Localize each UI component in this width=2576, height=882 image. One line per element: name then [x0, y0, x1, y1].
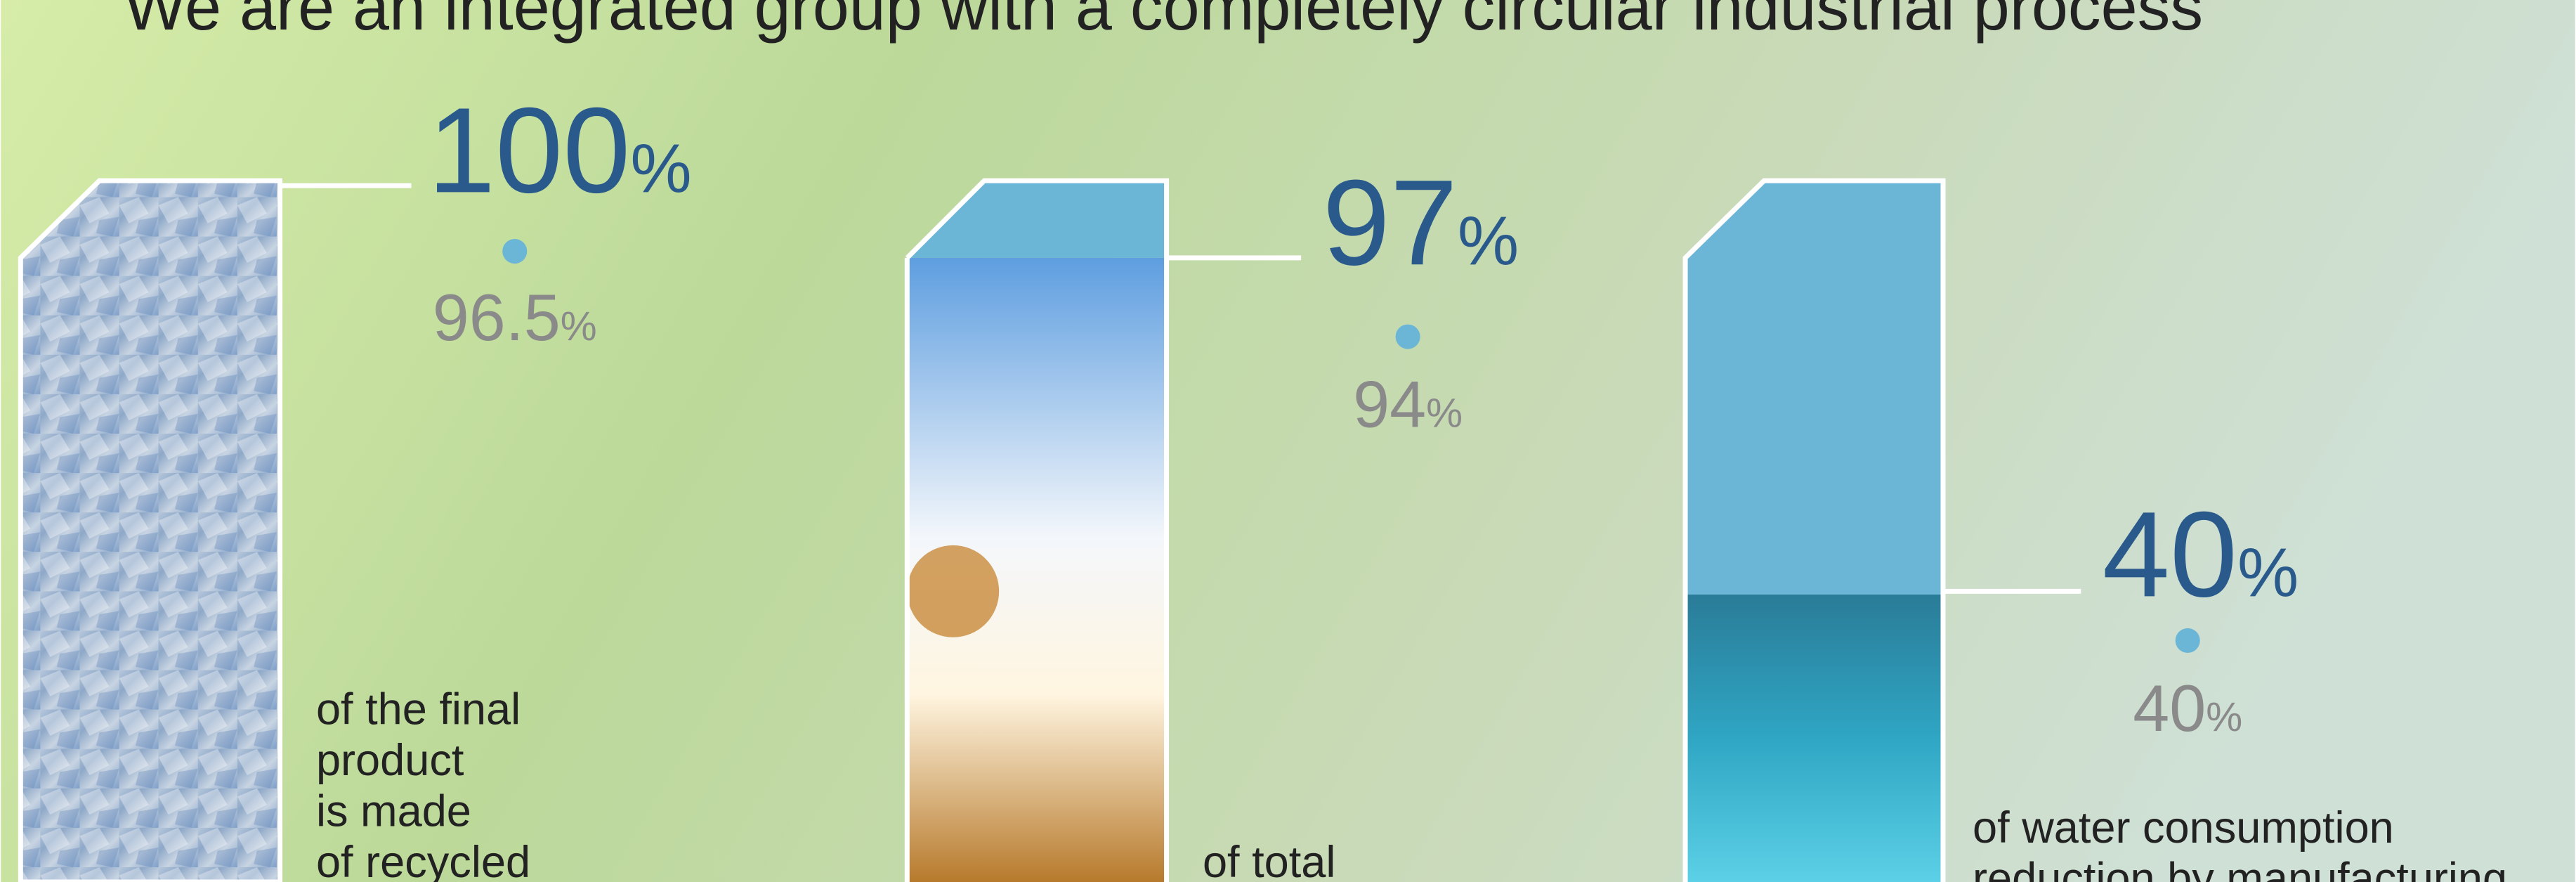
- bar-top: [1685, 181, 1943, 595]
- description: is made: [316, 787, 471, 836]
- value: 40: [2133, 671, 2206, 745]
- water-image: [1685, 595, 1943, 882]
- description: of the final: [316, 685, 521, 734]
- unit: %: [2237, 533, 2299, 611]
- page: We are an integrated group with a comple…: [0, 0, 2576, 882]
- dot: [2176, 628, 2200, 653]
- value: 100: [428, 82, 631, 218]
- infographic: We are an integrated group with a comple…: [0, 0, 2576, 882]
- description: of water consumption: [1973, 803, 2394, 852]
- unit: %: [561, 304, 597, 349]
- unit: %: [1458, 202, 1519, 279]
- unit: %: [2206, 694, 2242, 740]
- value: 40: [2103, 486, 2237, 622]
- description: reduction by manufacturing: [1973, 854, 2507, 882]
- description: of recycled: [316, 838, 530, 882]
- title: We are an integrated group with a comple…: [124, 0, 2204, 44]
- description: product: [316, 736, 464, 785]
- image-detail: [907, 545, 999, 637]
- value: 94: [1353, 368, 1426, 441]
- dot: [1396, 325, 1420, 349]
- recycled-image: [20, 181, 280, 882]
- value: 96.5: [433, 280, 561, 354]
- unit: %: [630, 129, 691, 207]
- unit: %: [1426, 391, 1463, 436]
- dot: [502, 239, 527, 264]
- value: 97: [1323, 154, 1458, 290]
- description: of total: [1203, 838, 1335, 882]
